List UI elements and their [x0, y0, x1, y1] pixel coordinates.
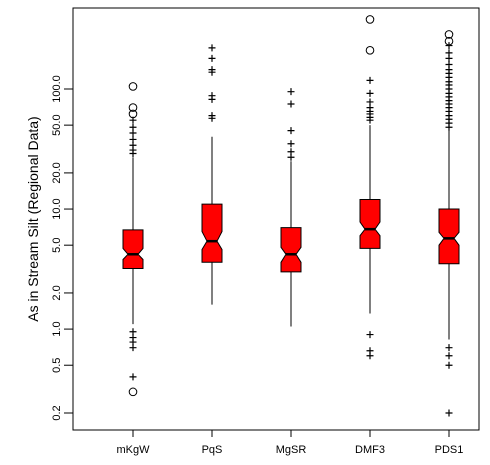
outlier-plus [366, 76, 374, 84]
box-DMF3 [359, 15, 381, 360]
outlier-circle [128, 103, 138, 112]
box-body [122, 229, 144, 269]
outlier-plus [445, 49, 453, 57]
outlier-plus [208, 66, 216, 74]
x-tick-label: DMF3 [355, 444, 385, 456]
outlier-plus [129, 123, 137, 131]
box-body [359, 199, 381, 249]
x-tick-label: PDS1 [435, 444, 464, 456]
outlier-plus [445, 352, 453, 360]
x-tick-label: mKgW [117, 444, 151, 456]
box-body [201, 203, 223, 263]
outlier-plus [129, 373, 137, 381]
y-tick-label: 0.5 [51, 358, 63, 373]
outlier-plus [287, 127, 295, 135]
outlier-plus [366, 98, 374, 106]
outlier-circle [128, 387, 138, 397]
y-tick-label: 50.0 [51, 114, 63, 135]
outlier-plus [445, 60, 453, 68]
y-tick-label: 1.0 [51, 321, 63, 336]
outlier-plus [129, 328, 137, 336]
outlier-plus [287, 148, 295, 156]
box-PDS1 [438, 30, 460, 417]
outlier-circle [365, 15, 375, 24]
outlier-plus [208, 112, 216, 120]
box-series [122, 15, 460, 417]
outlier-plus [208, 54, 216, 62]
y-tick-label: 5.0 [51, 238, 63, 253]
outlier-plus [208, 44, 216, 52]
y-tick-label: 100.0 [51, 75, 63, 103]
outlier-plus [366, 89, 374, 97]
x-tick-label: PqS [202, 444, 223, 456]
outlier-circle [128, 109, 138, 119]
y-axis-label: As in Stream Silt (Regional Data) [25, 116, 41, 321]
outlier-circle [128, 82, 138, 91]
box-MgSR [280, 88, 302, 327]
y-tick-label: 2.0 [51, 285, 63, 300]
y-axis: 0.2 0.5 1.0 2.0 5.0 10.0 20.0 50.0 100.0 [51, 75, 73, 421]
box-body [438, 208, 460, 265]
outlier-circle [444, 36, 454, 46]
outlier-plus [366, 331, 374, 339]
y-tick-label: 10.0 [51, 198, 63, 219]
outlier-circle [365, 46, 375, 55]
outlier-plus [445, 409, 453, 417]
outlier-plus [287, 88, 295, 96]
outlier-plus [366, 347, 374, 355]
x-tick-label: MgSR [276, 444, 307, 456]
x-axis: mKgW PqS MgSR DMF3 PDS1 [117, 430, 464, 456]
outlier-plus [287, 140, 295, 148]
box-mKgW [122, 82, 144, 397]
outlier-plus [445, 361, 453, 369]
outlier-plus [445, 42, 453, 50]
plot-frame [72, 7, 480, 431]
outlier-plus [287, 100, 295, 108]
box-body [280, 227, 302, 273]
outlier-plus [129, 135, 137, 143]
outlier-circle [444, 30, 454, 39]
y-tick-label: 20.0 [51, 162, 63, 183]
y-tick-label: 0.2 [51, 405, 63, 420]
outlier-plus [208, 92, 216, 100]
box-PqS [201, 44, 223, 305]
outlier-plus [445, 344, 453, 352]
